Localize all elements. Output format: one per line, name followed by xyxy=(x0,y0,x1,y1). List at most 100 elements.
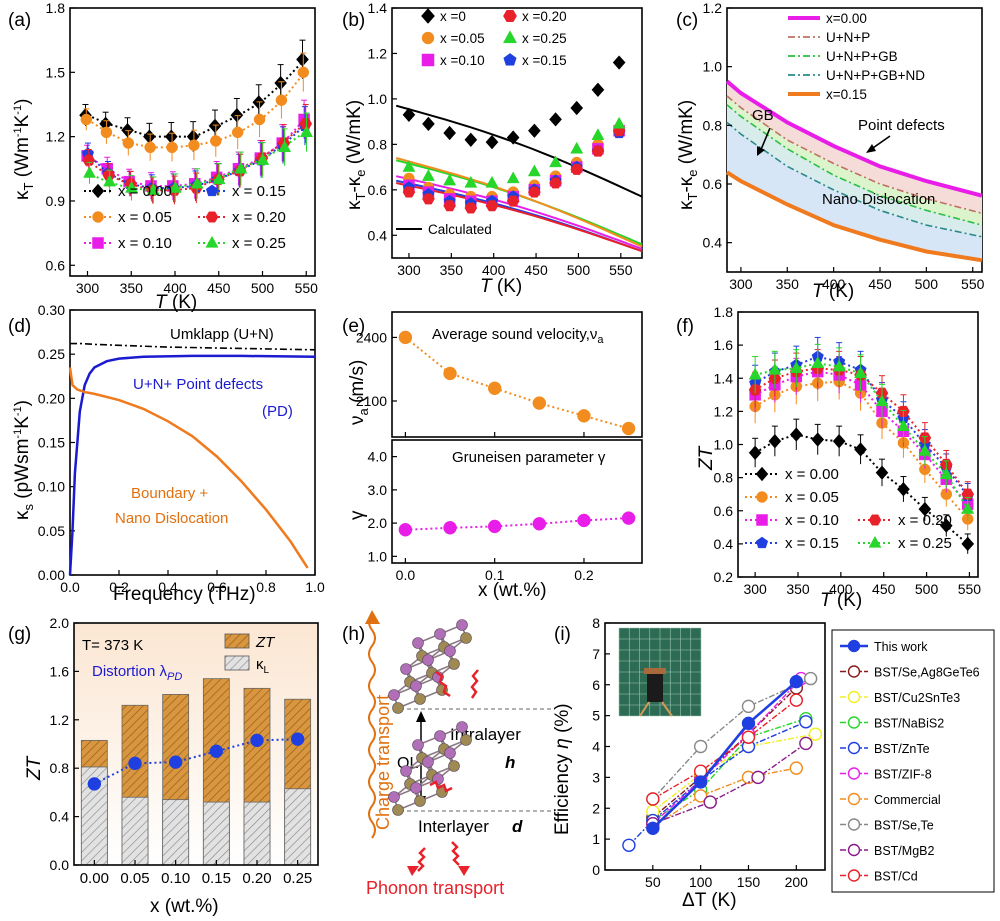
y-tick-label: 2 xyxy=(592,800,600,816)
data-point xyxy=(591,145,605,157)
series-line xyxy=(726,104,983,226)
data-point xyxy=(83,165,96,178)
data-point xyxy=(297,66,310,79)
x-tick-label: 550 xyxy=(609,262,633,278)
x-axis-label-i: ΔT (K) xyxy=(682,890,737,911)
y-tick-label: 0.9 xyxy=(46,193,66,209)
axes-frame-e-bottom xyxy=(391,439,643,564)
band-gb-nd xyxy=(727,104,982,237)
x-tick-label: 200 xyxy=(785,874,809,890)
x-axis-label-d: Frequency (THz) xyxy=(113,584,256,605)
legend-label: x = 0.05 xyxy=(785,489,839,506)
data-point xyxy=(646,821,660,836)
legend-marker xyxy=(847,869,861,882)
series-line xyxy=(652,742,807,825)
legend-marker xyxy=(421,8,435,24)
y-tick-label: 1.2 xyxy=(46,129,66,145)
data-point xyxy=(768,362,782,375)
band-grain-boundary xyxy=(727,96,982,226)
y-tick-label: 1.2 xyxy=(50,712,70,728)
y-tick-label: 2400 xyxy=(356,329,387,345)
y-tick-label: 0 xyxy=(592,862,600,878)
series-line xyxy=(87,58,306,138)
calculated-curve xyxy=(395,182,643,253)
data-point xyxy=(532,396,547,410)
data-point xyxy=(485,200,499,212)
y-tick-label: 2.0 xyxy=(50,615,70,631)
data-point xyxy=(918,501,932,517)
data-point xyxy=(422,193,435,205)
y-tick-label: 0.30 xyxy=(38,302,65,318)
distortion-label: Distortion λPD xyxy=(92,663,182,683)
legend-label: x =0.20 xyxy=(522,9,567,24)
legend-marker xyxy=(205,235,219,248)
legend-label: This work xyxy=(874,640,928,654)
atom xyxy=(400,663,412,675)
y-tick-label: 1.2 xyxy=(368,45,388,61)
data-point xyxy=(875,465,889,480)
x-tick-label: 0.2 xyxy=(574,567,594,583)
panel-e: (e) 2100 2400 0.0 0.1 0.2 1.0 2.0 3.0 4.0 νa (m/… xyxy=(342,311,643,601)
legend-label-zt: ZT xyxy=(255,634,276,651)
temperature-label: T= 373 K xyxy=(82,637,143,654)
data-point xyxy=(741,699,756,714)
bar-kl xyxy=(121,796,149,866)
data-point xyxy=(103,174,117,187)
y-axis-label-c: κT-κe (W/mK) xyxy=(676,100,700,210)
x-tick-label: 100 xyxy=(689,874,713,890)
y-tick-label: 0.10 xyxy=(38,479,65,495)
bar-kl xyxy=(162,799,190,866)
series-line xyxy=(652,733,816,812)
y-tick-label: 1.2 xyxy=(714,403,734,419)
data-point xyxy=(443,173,457,186)
data-point xyxy=(622,838,636,852)
x-tick-label: 500 xyxy=(915,276,939,292)
data-point xyxy=(748,445,762,461)
panel-label-g: (g) xyxy=(8,624,31,645)
y-axis-label-d: κs (pWsm-1K-1) xyxy=(12,400,36,520)
legend-label: x =0.25 xyxy=(522,31,567,46)
y-axis-label-e-top: νa (m/s) xyxy=(347,360,371,425)
y-tick-label: 1 xyxy=(592,831,600,847)
x-tick-label: 0.8 xyxy=(256,579,276,595)
charge-transport-wave xyxy=(368,613,376,839)
data-point xyxy=(854,366,868,378)
series-line xyxy=(652,678,802,825)
axes-frame-e-top xyxy=(391,311,643,438)
data-point xyxy=(693,739,708,754)
x-tick-label: 400 xyxy=(163,280,187,296)
legend-label: x = 0.15 xyxy=(232,183,286,200)
pd-label-1: U+N+ Point defects xyxy=(133,376,263,393)
y-tick-label: 1.0 xyxy=(714,437,734,453)
legend-label: Commercial xyxy=(874,793,941,807)
data-point xyxy=(577,513,591,528)
data-point xyxy=(811,432,825,447)
data-point xyxy=(464,132,478,148)
legend-marker xyxy=(847,767,861,780)
legend-marker xyxy=(92,237,104,249)
legend-label: x =0.15 xyxy=(522,53,567,68)
x-tick-label: 350 xyxy=(786,581,810,597)
panel-d: (d) 0.0 0.2 0.4 0.6 0.8 1.0 0.00 0.05 0.10 0.15 0.… xyxy=(8,302,325,605)
data-point xyxy=(443,200,456,212)
data-point xyxy=(443,125,457,141)
legend-label: x = 0.10 xyxy=(118,235,172,252)
x-tick-label: 0.00 xyxy=(80,870,109,887)
y-axis-label-f: ZT xyxy=(696,445,717,471)
data-point xyxy=(443,521,457,535)
x-tick-label: 0.10 xyxy=(161,870,190,887)
data-point xyxy=(741,730,756,744)
atom xyxy=(422,756,434,768)
y-tick-label: 0.4 xyxy=(50,809,70,825)
legend-label: BST/Cd xyxy=(874,870,918,884)
data-point xyxy=(961,501,975,514)
y-tick-label: 0.0 xyxy=(50,857,70,873)
data-point xyxy=(464,202,478,214)
data-point xyxy=(897,481,910,497)
data-point xyxy=(164,129,178,144)
charge-transport-label: Charge transport xyxy=(373,695,393,830)
y-tick-label: 0.4 xyxy=(714,536,734,552)
data-point xyxy=(939,467,953,479)
crystal-structure xyxy=(388,619,472,816)
y-tick-label: 1.4 xyxy=(368,0,388,16)
